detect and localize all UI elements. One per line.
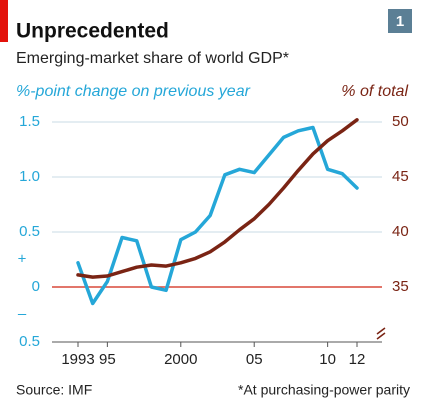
y-axis-label: %-point change on previous year bbox=[16, 83, 251, 100]
x-tick-label: 95 bbox=[99, 351, 116, 368]
x-tick-label: 1993 bbox=[61, 351, 94, 368]
chart-title: Unprecedented bbox=[16, 20, 169, 43]
y2-tick-label: 35 bbox=[392, 278, 409, 295]
sign-label: – bbox=[18, 305, 27, 322]
x-tick-label: 2000 bbox=[164, 351, 197, 368]
y2-axis-label: % of total bbox=[341, 83, 408, 100]
subtitle: Emerging-market share of world GDP* bbox=[16, 50, 289, 67]
badge-box bbox=[388, 9, 412, 33]
x-tick-label: 12 bbox=[349, 351, 366, 368]
badge: 1 bbox=[396, 13, 404, 30]
y-tick-label: 0.5 bbox=[19, 333, 40, 350]
y2-tick-label: 40 bbox=[392, 223, 409, 240]
series-line bbox=[76, 118, 359, 279]
y-tick-label: 0.5 bbox=[19, 223, 40, 240]
series-line bbox=[76, 125, 359, 306]
y2-tick-label: 45 bbox=[392, 168, 409, 185]
footnote: *At purchasing-power parity bbox=[238, 382, 410, 398]
axis-break bbox=[376, 327, 386, 340]
y2-tick-label: 50 bbox=[392, 113, 409, 130]
corner-mark bbox=[0, 0, 8, 42]
y-tick-label: 0 bbox=[32, 278, 40, 295]
source: Source: IMF bbox=[16, 382, 92, 398]
x-tick-label: 05 bbox=[246, 351, 263, 368]
y-tick-label: 1.0 bbox=[19, 168, 40, 185]
x-tick-label: 10 bbox=[319, 351, 336, 368]
y-tick-label: 1.5 bbox=[19, 113, 40, 130]
sign-label: + bbox=[18, 250, 27, 267]
